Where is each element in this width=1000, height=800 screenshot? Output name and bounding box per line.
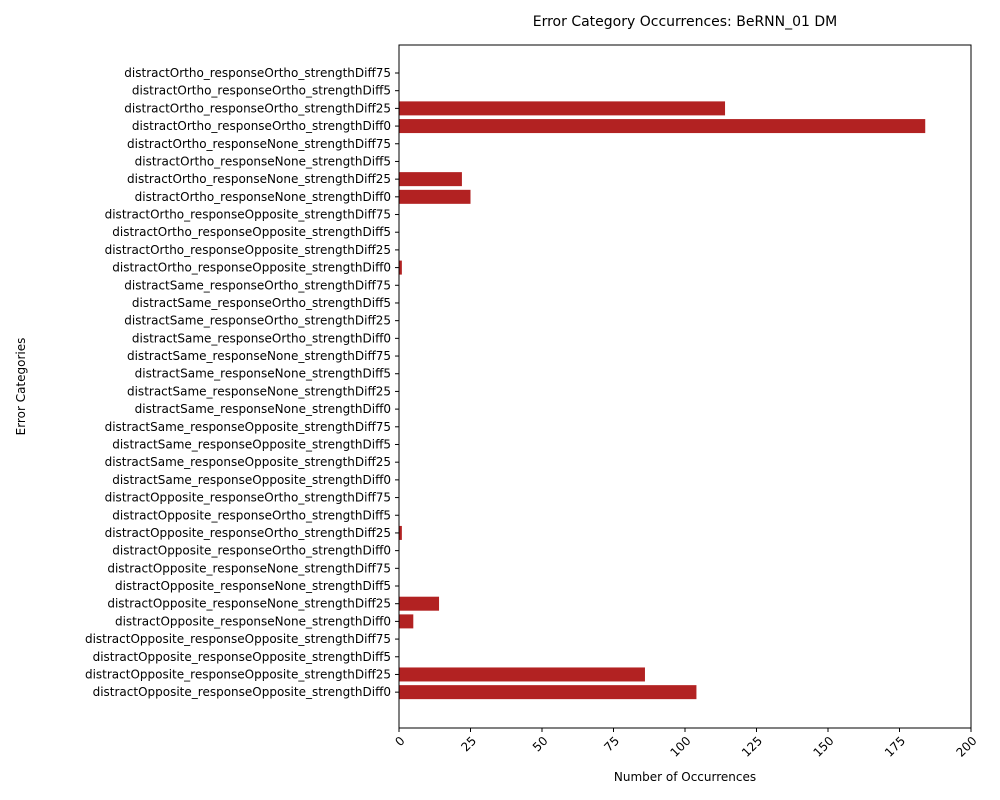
y-tick-label: distractOrtho_responseOrtho_strengthDiff…	[132, 84, 391, 98]
x-tick-label: 50	[530, 734, 551, 755]
bar	[399, 667, 645, 682]
y-tick-label: distractSame_responseOpposite_strengthDi…	[105, 455, 391, 469]
y-tick-label: distractOrtho_responseOrtho_strengthDiff…	[132, 119, 391, 133]
bar	[399, 172, 462, 187]
y-tick-label: distractSame_responseNone_strengthDiff25	[127, 384, 391, 398]
x-tick-label: 75	[601, 734, 622, 755]
y-tick-label: distractSame_responseOpposite_strengthDi…	[112, 437, 391, 451]
x-tick-label: 0	[392, 734, 407, 749]
y-axis-ticks: distractOrtho_responseOrtho_strengthDiff…	[85, 66, 399, 699]
x-tick-label: 25	[458, 734, 479, 755]
bar	[399, 119, 926, 134]
bar	[399, 101, 726, 116]
y-tick-label: distractSame_responseOpposite_strengthDi…	[112, 473, 391, 487]
bar	[399, 596, 440, 611]
x-axis-title: Number of Occurrences	[614, 770, 756, 784]
y-tick-label: distractSame_responseNone_strengthDiff0	[135, 402, 391, 416]
y-tick-label: distractOrtho_responseOrtho_strengthDiff…	[124, 101, 391, 115]
y-tick-label: distractOpposite_responseOrtho_strengthD…	[112, 508, 391, 522]
y-tick-label: distractOpposite_responseOpposite_streng…	[93, 685, 391, 699]
y-tick-label: distractSame_responseOrtho_strengthDiff2…	[124, 314, 391, 328]
bar	[399, 525, 402, 540]
bars-group	[399, 101, 926, 700]
y-tick-label: distractOrtho_responseOpposite_strengthD…	[112, 225, 391, 239]
y-tick-label: distractOrtho_responseOpposite_strengthD…	[112, 261, 391, 275]
y-tick-label: distractOrtho_responseOrtho_strengthDiff…	[124, 66, 391, 80]
x-tick-label: 100	[667, 734, 693, 760]
y-tick-label: distractSame_responseOpposite_strengthDi…	[105, 420, 391, 434]
y-tick-label: distractSame_responseOrtho_strengthDiff0	[132, 331, 391, 345]
y-tick-label: distractOrtho_responseNone_strengthDiff0	[135, 190, 391, 204]
x-tick-label: 200	[953, 734, 979, 760]
y-tick-label: distractOpposite_responseNone_strengthDi…	[107, 597, 391, 611]
bar	[399, 260, 402, 275]
y-tick-label: distractOrtho_responseOpposite_strengthD…	[105, 243, 391, 257]
y-tick-label: distractOrtho_responseNone_strengthDiff2…	[127, 172, 391, 186]
y-tick-label: distractOpposite_responseOrtho_strengthD…	[112, 544, 391, 558]
y-tick-label: distractSame_responseOrtho_strengthDiff5	[132, 296, 391, 310]
y-tick-label: distractSame_responseNone_strengthDiff5	[135, 367, 391, 381]
y-tick-label: distractOpposite_responseOpposite_streng…	[85, 667, 391, 681]
y-axis-title: Error Categories	[14, 338, 28, 436]
y-tick-label: distractOpposite_responseOpposite_streng…	[85, 632, 391, 646]
y-tick-label: distractOpposite_responseOrtho_strengthD…	[105, 526, 391, 540]
y-tick-label: distractSame_responseOrtho_strengthDiff7…	[124, 278, 391, 292]
y-tick-label: distractSame_responseNone_strengthDiff75	[127, 349, 391, 363]
y-tick-label: distractOpposite_responseNone_strengthDi…	[115, 579, 391, 593]
y-tick-label: distractOrtho_responseNone_strengthDiff5	[135, 154, 391, 168]
plot-frame	[398, 44, 972, 729]
y-tick-label: distractOpposite_responseNone_strengthDi…	[107, 561, 391, 575]
x-tick-label: 125	[739, 734, 765, 760]
x-tick-label: 150	[810, 734, 836, 760]
bar	[399, 685, 697, 700]
y-tick-label: distractOrtho_responseOpposite_strengthD…	[105, 208, 391, 222]
bar	[399, 614, 414, 629]
y-tick-label: distractOrtho_responseNone_strengthDiff7…	[127, 137, 391, 151]
bar	[399, 189, 471, 204]
y-tick-label: distractOpposite_responseOpposite_streng…	[93, 650, 391, 664]
y-tick-label: distractOpposite_responseNone_strengthDi…	[115, 614, 391, 628]
chart-title: Error Category Occurrences: BeRNN_01 DM	[533, 14, 838, 30]
x-axis-ticks: 0 25 50 75 100 125 150 175 200	[392, 728, 980, 760]
y-tick-label: distractOpposite_responseOrtho_strengthD…	[105, 491, 391, 505]
x-tick-label: 175	[882, 734, 908, 760]
